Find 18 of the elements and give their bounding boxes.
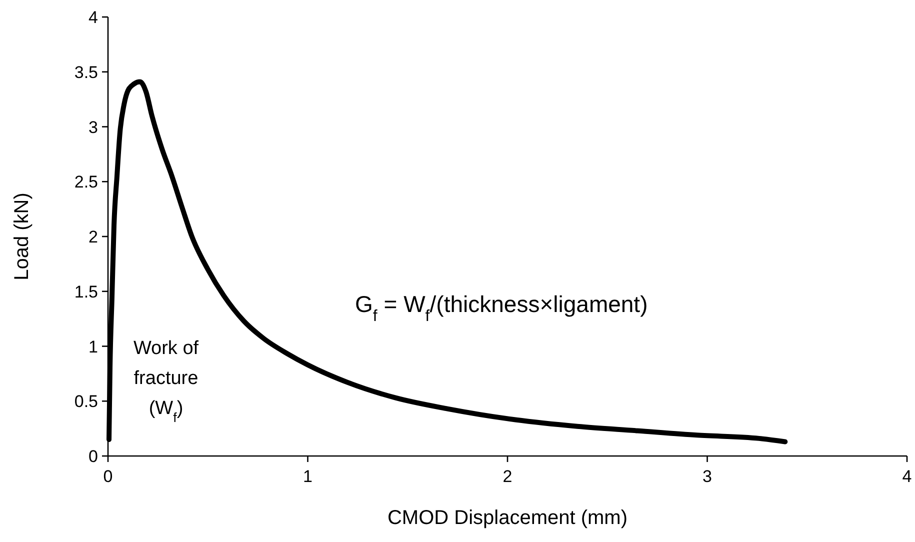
y-tick-label: 2 (88, 228, 98, 246)
y-tick-label: 2.5 (74, 172, 98, 192)
x-axis-title: CMOD Displacement (mm) (387, 507, 628, 529)
x-tick-label: 1 (303, 467, 312, 486)
y-tick-label: 4 (88, 8, 98, 27)
x-tick-label: 3 (702, 467, 712, 486)
y-tick-label: 0.5 (74, 392, 98, 412)
y-tick-label: 3.5 (74, 62, 98, 82)
y-tick-label: 3 (88, 118, 98, 137)
annotation: G$_{f}$ = W$_{f}$/(thickness×ligament) (355, 291, 648, 325)
y-tick-label: 1.5 (74, 282, 98, 302)
x-tick-label: 2 (502, 467, 512, 486)
y-tick-label: 0 (88, 447, 98, 466)
x-tick-label: 0 (103, 467, 113, 486)
x-tick-label: 4 (902, 467, 912, 486)
annotation: Work of fracture (W$_{f}$) (133, 338, 200, 424)
y-axis-title: Load (kN) (11, 192, 33, 280)
y-tick-label: 1 (88, 337, 98, 356)
